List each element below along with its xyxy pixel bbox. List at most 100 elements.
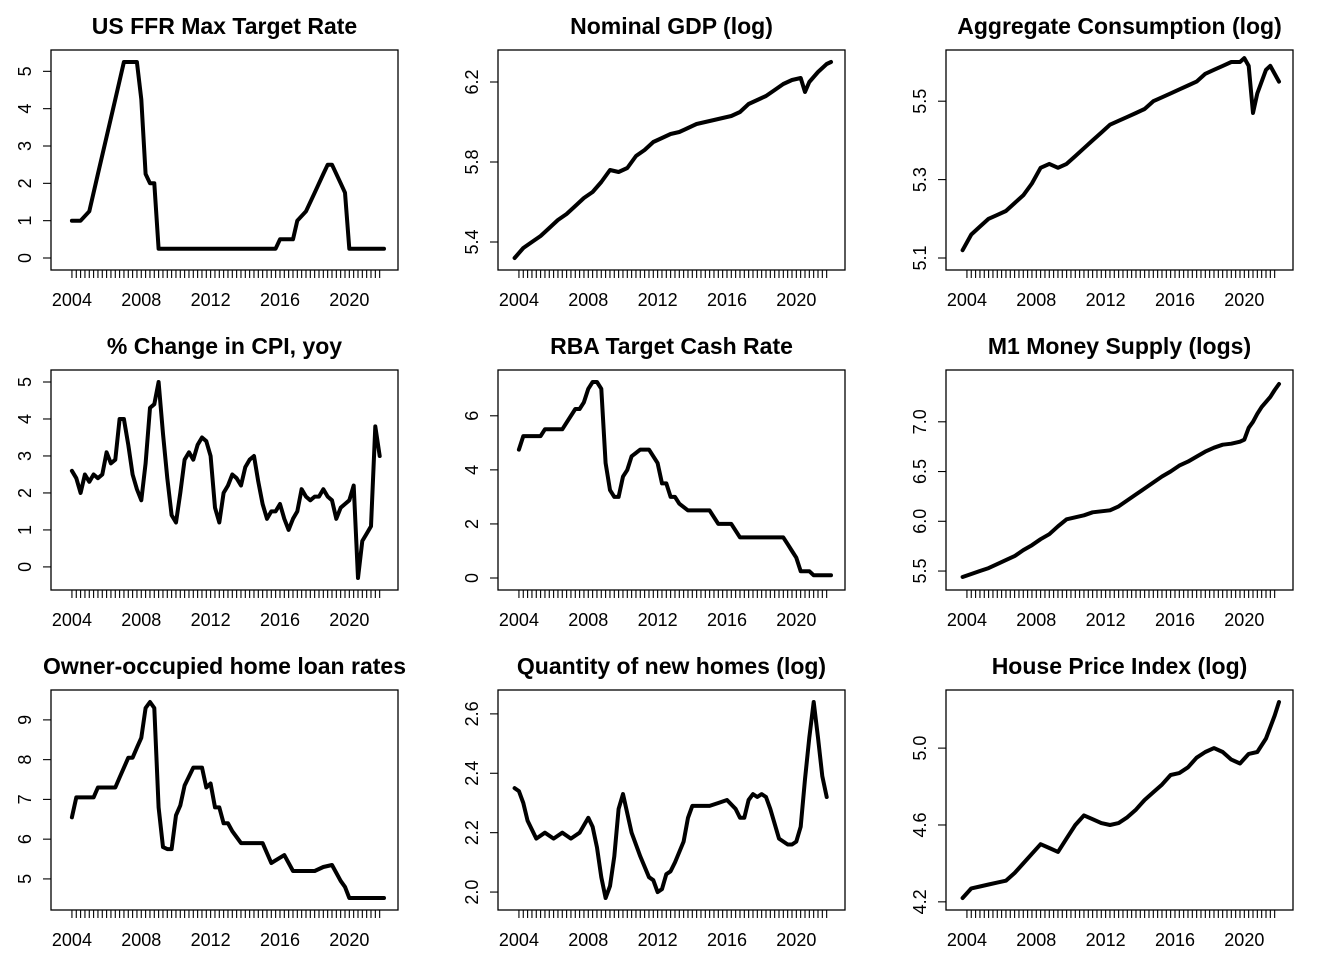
series-line — [960, 56, 1281, 253]
x-tick-label: 2004 — [499, 290, 539, 310]
x-minor-ticks — [71, 590, 381, 598]
x-minor-ticks — [71, 910, 381, 918]
x-tick-label: 2004 — [499, 930, 539, 950]
y-tick-label: 2 — [462, 519, 482, 529]
series-line — [516, 380, 833, 578]
x-tick-label: 2004 — [52, 930, 92, 950]
y-tick-label: 6.2 — [462, 69, 482, 94]
y-tick-label: 7 — [15, 794, 35, 804]
x-minor-ticks — [518, 590, 828, 598]
chart-panel: Aggregate Consumption (log) 2004 2008 2012 2… — [910, 13, 1294, 310]
y-tick-label: 0 — [462, 573, 482, 583]
x-tick-label: 2020 — [1224, 610, 1264, 630]
chart-title: % Change in CPI, yoy — [107, 333, 342, 359]
y-tick-label: 3 — [15, 141, 35, 151]
plot-frame — [497, 49, 846, 271]
chart-panel: House Price Index (log) 2004 2008 2012 2016 2… — [910, 653, 1294, 950]
x-tick-label: 2020 — [1224, 290, 1264, 310]
plot-frame — [50, 369, 399, 591]
x-tick-label: 2008 — [121, 290, 161, 310]
y-tick-label: 8 — [15, 755, 35, 765]
y-tick-label: 5.5 — [910, 559, 930, 584]
chart-panel: Owner-occupied home loan rates 2004 2008 20… — [15, 653, 406, 950]
x-tick-label: 2008 — [121, 610, 161, 630]
x-tick-label: 2016 — [1155, 930, 1195, 950]
x-tick-label: 2004 — [947, 610, 987, 630]
plot-frame — [497, 689, 846, 911]
x-tick-label: 2012 — [638, 610, 678, 630]
x-tick-label: 2012 — [1086, 290, 1126, 310]
chart-title: M1 Money Supply (logs) — [988, 333, 1251, 359]
y-tick-label: 1 — [15, 525, 35, 535]
chart-title: US FFR Max Target Rate — [92, 13, 357, 39]
chart-title: Nominal GDP (log) — [570, 13, 773, 39]
series-line — [960, 382, 1281, 579]
x-tick-label: 2012 — [191, 610, 231, 630]
x-tick-label: 2020 — [776, 290, 816, 310]
y-tick-label: 5.1 — [910, 245, 930, 270]
x-tick-label: 2016 — [1155, 610, 1195, 630]
x-tick-label: 2020 — [1224, 930, 1264, 950]
y-tick-label: 3 — [15, 451, 35, 461]
x-minor-ticks — [71, 270, 381, 278]
x-minor-ticks — [966, 270, 1276, 278]
y-tick-label: 9 — [15, 715, 35, 725]
series-line — [69, 60, 386, 251]
x-tick-label: 2016 — [260, 290, 300, 310]
y-tick-label: 7.0 — [910, 409, 930, 434]
y-tick-label: 4 — [15, 104, 35, 114]
y-tick-label: 2.0 — [462, 880, 482, 905]
x-tick-label: 2004 — [52, 610, 92, 630]
x-tick-label: 2008 — [1016, 290, 1056, 310]
y-tick-label: 5 — [15, 377, 35, 387]
y-tick-label: 0 — [15, 253, 35, 263]
series-line — [512, 60, 833, 260]
x-tick-label: 2008 — [121, 930, 161, 950]
series-line — [960, 700, 1281, 900]
x-tick-label: 2012 — [638, 290, 678, 310]
chart-title: Owner-occupied home loan rates — [43, 653, 406, 679]
x-tick-label: 2004 — [947, 930, 987, 950]
x-tick-label: 2020 — [329, 290, 369, 310]
y-tick-label: 1 — [15, 216, 35, 226]
y-tick-label: 4.6 — [910, 812, 930, 837]
x-minor-ticks — [966, 590, 1276, 598]
y-tick-label: 4 — [15, 414, 35, 424]
series-line — [69, 380, 382, 580]
y-tick-label: 5 — [15, 874, 35, 884]
x-tick-label: 2016 — [707, 930, 747, 950]
x-tick-label: 2020 — [329, 610, 369, 630]
y-tick-label: 5 — [15, 66, 35, 76]
x-tick-label: 2008 — [568, 610, 608, 630]
plot-frame — [945, 49, 1294, 271]
plot-frame — [497, 369, 846, 591]
y-tick-label: 6 — [462, 411, 482, 421]
y-tick-label: 6 — [15, 834, 35, 844]
x-tick-label: 2004 — [52, 290, 92, 310]
y-tick-label: 5.0 — [910, 736, 930, 761]
x-tick-label: 2012 — [191, 930, 231, 950]
chart-title: Quantity of new homes (log) — [517, 653, 826, 679]
plot-frame — [50, 689, 399, 911]
y-tick-label: 5.5 — [910, 89, 930, 114]
chart-panel: Nominal GDP (log) 2004 2008 2012 2016 2020 5.4… — [462, 13, 846, 310]
y-tick-label: 2 — [15, 488, 35, 498]
chart-panel: Quantity of new homes (log) 2004 2008 2012 2… — [462, 653, 846, 950]
series-line — [69, 700, 386, 900]
x-tick-label: 2012 — [1086, 930, 1126, 950]
x-tick-label: 2008 — [1016, 610, 1056, 630]
x-tick-label: 2020 — [776, 930, 816, 950]
x-tick-label: 2008 — [568, 290, 608, 310]
x-tick-label: 2016 — [260, 610, 300, 630]
x-tick-label: 2016 — [1155, 290, 1195, 310]
y-tick-label: 4.2 — [910, 889, 930, 914]
chart-title: Aggregate Consumption (log) — [957, 13, 1282, 39]
y-tick-label: 2.6 — [462, 701, 482, 726]
x-minor-ticks — [518, 270, 828, 278]
x-minor-ticks — [966, 910, 1276, 918]
y-tick-label: 6.0 — [910, 509, 930, 534]
x-tick-label: 2008 — [568, 930, 608, 950]
